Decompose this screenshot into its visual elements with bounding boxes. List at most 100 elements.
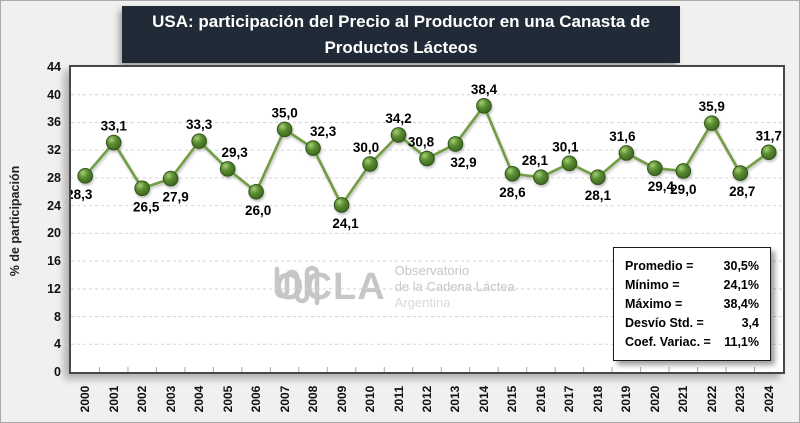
data-point-2016: [533, 169, 549, 186]
data-label-2022: 35,9: [699, 99, 725, 114]
x-tick-label-2003: 2003: [163, 385, 178, 413]
data-point-2023: [732, 165, 749, 181]
stat-row-1: Mínimo = 24,1%: [625, 276, 759, 295]
data-label-2016: 28,1: [522, 153, 549, 168]
stat-row-0: Promedio = 30,5%: [625, 257, 759, 276]
data-label-2024: 31,7: [756, 128, 782, 143]
data-point-2008: [305, 140, 321, 156]
stat-value: 30,5%: [723, 259, 759, 273]
x-tick-label-2024: 2024: [761, 385, 776, 413]
watermark-sub-line1: Observatorio: [394, 263, 470, 278]
x-tick-label-2020: 2020: [647, 385, 662, 413]
stat-value: 38,4%: [723, 297, 759, 311]
x-tick-label-2021: 2021: [676, 385, 691, 413]
stat-row-4: Coef. Variac. = 11,1%: [625, 333, 759, 352]
data-point-2020: [647, 160, 663, 177]
stats-box: Promedio = 30,5% Mínimo = 24,1% Máximo = 38,4…: [613, 247, 771, 361]
data-label-2020: 29,4: [648, 179, 675, 194]
x-tick-label-2018: 2018: [590, 385, 605, 413]
y-axis-title: % de participación: [8, 165, 22, 277]
line-chart-svg: 28,3 33,1 26,527,9 33,3 29,3 26,0 35,0 32,3 24,1…: [71, 82, 783, 372]
data-label-2002: 26,5: [133, 199, 160, 214]
x-tick-label-2017: 2017: [562, 385, 577, 413]
data-label-2021: 29,0: [670, 182, 696, 197]
data-label-2015: 28,6: [499, 185, 526, 200]
y-tick-label-36: 36: [47, 115, 61, 130]
plot-area: OCLA Observatorio de la Cadena Láctea Ar…: [69, 65, 785, 374]
data-labels: 28,3 33,1 26,527,9 33,3 29,3 26,0 35,0 32,3 24,1…: [71, 82, 782, 231]
data-point-2017: [561, 155, 578, 172]
data-point-2014: [476, 98, 492, 114]
data-point-2002: [134, 180, 150, 197]
axis-ticks: [98, 367, 756, 372]
data-point-2019: [618, 145, 635, 161]
data-point-2018: [590, 169, 606, 186]
x-tick-label-2015: 2015: [505, 385, 520, 413]
chart-title-line2: Productos Lácteos: [324, 37, 478, 57]
x-tick-label-2019: 2019: [619, 385, 634, 413]
data-label-2010: 30,0: [353, 140, 379, 155]
data-point-2001: [105, 134, 122, 151]
stat-label: Máximo =: [625, 297, 683, 311]
x-tick-label-2008: 2008: [306, 385, 321, 413]
stat-value: 11,1%: [724, 335, 759, 349]
data-label-2014: 38,4: [471, 82, 498, 97]
y-tick-label-4: 4: [54, 337, 61, 352]
watermark-logo-text: OCLA: [274, 266, 386, 308]
x-tick-label-2005: 2005: [220, 385, 235, 413]
x-tick-label-2016: 2016: [533, 385, 548, 413]
data-point-2013: [447, 136, 464, 152]
data-series: [77, 98, 777, 213]
data-point-2021: [675, 163, 692, 179]
stat-label: Desvío Std. =: [625, 316, 704, 330]
x-tick-label-2007: 2007: [277, 385, 292, 413]
stat-label: Mínimo =: [625, 278, 680, 292]
stat-row-3: Desvío Std. = 3,4: [625, 314, 759, 333]
x-tick-label-2011: 2011: [391, 385, 406, 413]
gridlines: [71, 94, 783, 345]
chart-title-line1: USA: participación del Precio al Product…: [152, 11, 650, 31]
x-tick-label-2001: 2001: [106, 385, 121, 413]
stat-label: Promedio =: [625, 259, 694, 273]
y-tick-label-16: 16: [47, 254, 61, 269]
data-point-2003: [162, 170, 179, 187]
data-label-2000: 28,3: [71, 187, 93, 202]
x-tick-label-2014: 2014: [476, 385, 491, 413]
data-point-2010: [362, 156, 378, 172]
data-point-2012: [419, 150, 435, 167]
data-label-2007: 35,0: [271, 105, 297, 120]
y-tick-label-24: 24: [47, 198, 61, 213]
data-label-2023: 28,7: [729, 184, 755, 199]
data-point-2004: [191, 133, 207, 149]
data-point-2015: [504, 165, 521, 182]
data-point-2000: [77, 168, 94, 184]
watermark: OCLA Observatorio de la Cadena Láctea Ar…: [274, 263, 515, 311]
x-tick-label-2004: 2004: [192, 385, 207, 413]
x-tick-label-2010: 2010: [363, 385, 378, 413]
y-tick-label-8: 8: [54, 309, 61, 324]
x-tick-label-2012: 2012: [420, 385, 434, 413]
data-label-2019: 31,6: [609, 129, 636, 144]
data-point-2006: [248, 183, 264, 200]
data-point-2007: [276, 121, 293, 138]
data-point-2009: [333, 197, 350, 213]
data-label-2018: 28,1: [585, 188, 612, 203]
y-tick-label-28: 28: [47, 170, 61, 185]
ocla-wave-icon: [274, 265, 320, 306]
x-tick-label-2013: 2013: [448, 385, 463, 413]
data-label-2004: 33,3: [186, 117, 213, 132]
x-tick-label-2002: 2002: [135, 385, 150, 413]
data-label-2006: 26,0: [245, 203, 271, 218]
stat-value: 24,1%: [723, 278, 759, 292]
y-tick-label-12: 12: [47, 281, 61, 296]
data-label-2008: 32,3: [310, 124, 337, 139]
watermark-sub-line3: Argentina: [394, 295, 451, 310]
stat-label: Coef. Variac. =: [625, 335, 711, 349]
data-label-2001: 33,1: [101, 119, 128, 134]
y-tick-label-32: 32: [47, 143, 61, 158]
y-tick-label-0: 0: [54, 365, 61, 379]
y-tick-label-40: 40: [47, 87, 61, 102]
chart-title: USA: participación del Precio al Product…: [122, 6, 680, 63]
data-point-2024: [760, 144, 777, 161]
watermark-subtitle: Observatorio de la Cadena Láctea Argenti…: [395, 263, 515, 311]
